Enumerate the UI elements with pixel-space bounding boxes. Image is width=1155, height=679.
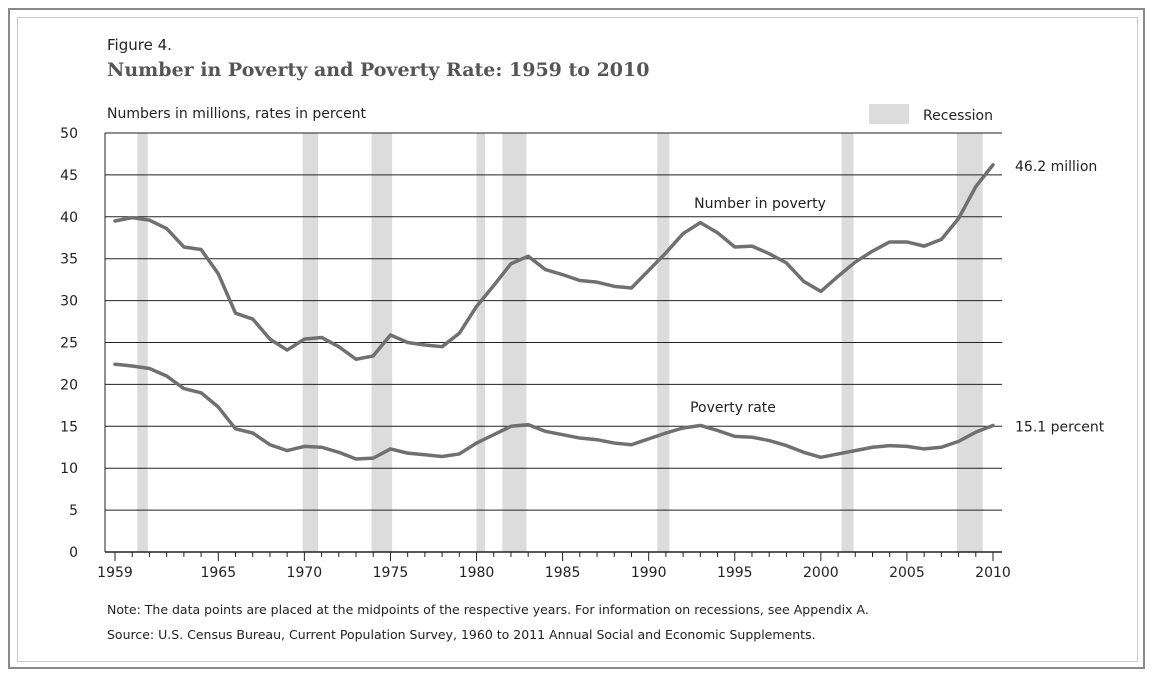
- x-tick-label: 2000: [803, 565, 839, 581]
- units-label: Numbers in millions, rates in percent: [107, 106, 367, 122]
- y-tick-label: 10: [60, 461, 78, 477]
- x-tick-label: 1990: [631, 565, 667, 581]
- end-label-poverty-rate: 15.1 percent: [1015, 419, 1105, 435]
- x-tick-label: 1965: [200, 565, 236, 581]
- y-tick-label: 25: [60, 336, 78, 352]
- end-label-number-in-poverty: 46.2 million: [1015, 159, 1097, 175]
- x-tick-label: 1995: [717, 565, 753, 581]
- y-tick-label: 30: [60, 294, 78, 310]
- y-tick-label: 50: [60, 126, 78, 142]
- figure-label: Figure 4.: [107, 36, 172, 54]
- series-line-poverty-rate: [113, 362, 995, 461]
- x-tick-label: 1980: [459, 565, 495, 581]
- chart-note: Note: The data points are placed at the …: [107, 602, 869, 617]
- y-tick-label: 40: [60, 210, 78, 226]
- y-tick-label: 0: [69, 545, 78, 561]
- x-tick-label: 1970: [287, 565, 323, 581]
- y-tick-label: 45: [60, 168, 78, 184]
- series-label-poverty-rate: Poverty rate: [690, 400, 776, 416]
- x-tick-label: 1959: [97, 565, 133, 581]
- figure-inner-border: [17, 17, 1138, 662]
- figure-frame: [8, 8, 1145, 669]
- series-line-number-in-poverty: [113, 163, 995, 362]
- series-label-number-in-poverty: Number in poverty: [694, 196, 826, 212]
- y-tick-label: 15: [60, 419, 78, 435]
- legend-label: Recession: [923, 108, 993, 124]
- y-tick-label: 5: [69, 503, 78, 519]
- x-tick-label: 2005: [889, 565, 925, 581]
- x-tick-label: 1975: [373, 565, 409, 581]
- x-tick-label: 1985: [545, 565, 581, 581]
- chart-source: Source: U.S. Census Bureau, Current Popu…: [107, 627, 816, 642]
- y-tick-label: 20: [60, 377, 78, 393]
- x-tick-label: 2010: [975, 565, 1011, 581]
- legend-swatch: [869, 104, 909, 124]
- chart-title: Number in Poverty and Poverty Rate: 1959…: [107, 59, 650, 81]
- y-tick-label: 35: [60, 252, 78, 268]
